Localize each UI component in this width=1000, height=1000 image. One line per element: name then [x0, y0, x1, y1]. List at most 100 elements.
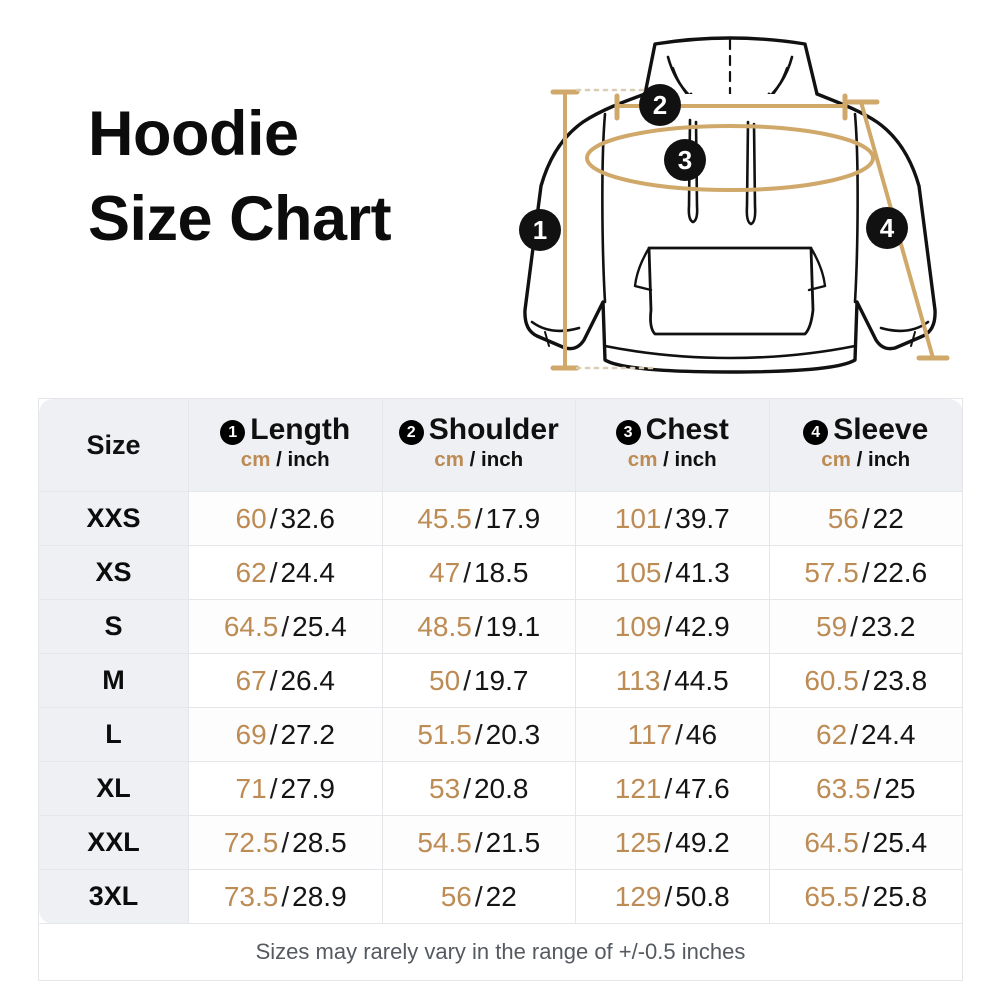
cell-sleeve: 60.5/23.8 — [768, 653, 963, 708]
value-separator: / — [861, 502, 870, 534]
cell-length: 71/27.9 — [188, 761, 383, 816]
value-length-inch: 32.6 — [280, 502, 335, 534]
table-row: M 67/26.4 50/19.7 113/44.5 60.5/23.8 — [38, 653, 963, 708]
unit-cm-label: cm — [627, 448, 658, 472]
svg-text:3: 3 — [678, 145, 692, 175]
column-header-length-title: 1 Length — [189, 414, 382, 446]
value-length-inch: 27.2 — [280, 718, 335, 750]
cell-length: 62/24.4 — [188, 545, 383, 600]
badge-2-icon: 2 — [398, 419, 424, 445]
value-length-cm: 72.5 — [223, 826, 279, 858]
table-row: L 69/27.2 51.5/20.3 117/46 62/24.4 — [38, 707, 963, 762]
table-note-row: Sizes may rarely vary in the range of +/… — [38, 923, 963, 981]
value-chest-inch: 46 — [685, 718, 718, 750]
cell-chest: 113/44.5 — [575, 653, 770, 708]
unit-separator: / — [856, 448, 863, 472]
table-note-text: Sizes may rarely vary in the range of +/… — [255, 939, 746, 964]
unit-inch-label: inch — [674, 448, 717, 472]
value-sleeve-inch: 22.6 — [872, 556, 928, 588]
size-chart-table: Size 1 Length cm / inch 2 Shoulder — [38, 398, 963, 981]
svg-text:4: 4 — [880, 213, 895, 243]
unit-separator: / — [469, 448, 476, 472]
table-row: XL 71/27.9 53/20.8 121/47.6 63.5/25 — [38, 761, 963, 816]
badge-4-icon: 4 — [803, 419, 829, 445]
value-shoulder-inch: 22 — [485, 880, 517, 912]
value-sleeve-cm: 64.5 — [804, 826, 859, 858]
cell-chest: 125/49.2 — [575, 815, 770, 870]
unit-cm-label: cm — [821, 448, 851, 472]
value-chest-inch: 50.8 — [675, 880, 730, 912]
value-separator: / — [463, 556, 471, 588]
value-shoulder-inch: 20.3 — [485, 718, 541, 750]
value-shoulder-cm: 47 — [429, 556, 461, 588]
badge-1-icon: 1 — [220, 419, 246, 445]
value-sleeve-cm: 63.5 — [816, 772, 871, 804]
cell-shoulder: 54.5/21.5 — [381, 815, 576, 870]
column-header-length: 1 Length cm / inch — [188, 398, 383, 492]
value-separator: / — [474, 718, 483, 750]
cell-sleeve: 56/22 — [768, 491, 963, 546]
value-chest-inch: 39.7 — [675, 502, 730, 534]
value-separator: / — [474, 826, 483, 858]
value-separator: / — [281, 610, 290, 642]
value-shoulder-inch: 17.9 — [485, 502, 541, 534]
value-chest-cm: 105 — [614, 556, 662, 588]
value-length-cm: 60 — [235, 502, 267, 534]
value-separator: / — [850, 610, 858, 642]
unit-inch-label: inch — [481, 448, 524, 472]
cell-chest: 117/46 — [575, 707, 770, 762]
hoodie-illustration: 1 2 3 4 — [505, 10, 955, 400]
value-chest-inch: 44.5 — [674, 664, 729, 696]
value-shoulder-cm: 56 — [440, 880, 472, 912]
column-header-shoulder-text: Shoulder — [428, 412, 559, 446]
value-separator: / — [664, 826, 673, 858]
value-separator: / — [664, 556, 673, 588]
value-length-inch: 26.4 — [280, 664, 335, 696]
value-length-cm: 71 — [235, 772, 267, 804]
value-sleeve-inch: 25 — [884, 772, 916, 804]
title-line-1: Hoodie — [88, 99, 299, 169]
value-separator: / — [269, 718, 278, 750]
marker-2: 2 — [639, 84, 681, 126]
column-header-sleeve-units: cm / inch — [770, 445, 963, 476]
value-shoulder-cm: 54.5 — [417, 826, 472, 858]
cell-shoulder: 47/18.5 — [381, 545, 576, 600]
value-sleeve-cm: 56 — [827, 502, 859, 534]
cell-size: 3XL — [38, 869, 189, 924]
value-separator: / — [873, 772, 882, 804]
marker-1: 1 — [519, 209, 561, 251]
column-header-chest-title: 3 Chest — [576, 414, 769, 446]
value-sleeve-cm: 60.5 — [804, 664, 859, 696]
value-shoulder-inch: 18.5 — [473, 556, 529, 588]
value-separator: / — [664, 610, 673, 642]
value-shoulder-cm: 50 — [429, 664, 461, 696]
value-chest-cm: 121 — [614, 772, 662, 804]
table-row: XXS 60/32.6 45.5/17.9 101/39.7 56/22 — [38, 491, 963, 546]
cell-length: 69/27.2 — [188, 707, 383, 762]
svg-text:2: 2 — [653, 90, 667, 120]
cell-chest: 105/41.3 — [575, 545, 770, 600]
value-chest-inch: 49.2 — [675, 826, 730, 858]
value-shoulder-cm: 51.5 — [417, 718, 472, 750]
marker-4: 4 — [866, 207, 908, 249]
value-length-inch: 28.9 — [292, 880, 347, 912]
cell-length: 72.5/28.5 — [188, 815, 383, 870]
column-header-sleeve-title: 4 Sleeve — [770, 414, 963, 446]
svg-text:1: 1 — [533, 215, 547, 245]
value-sleeve-inch: 23.2 — [860, 610, 916, 642]
value-sleeve-cm: 65.5 — [804, 880, 859, 912]
column-header-length-units: cm / inch — [189, 445, 382, 476]
value-chest-cm: 109 — [614, 610, 662, 642]
cell-sleeve: 63.5/25 — [768, 761, 963, 816]
cell-sleeve: 57.5/22.6 — [768, 545, 963, 600]
cell-length: 60/32.6 — [188, 491, 383, 546]
unit-inch-label: inch — [287, 448, 330, 472]
value-length-inch: 24.4 — [280, 556, 335, 588]
cell-shoulder: 45.5/17.9 — [381, 491, 576, 546]
value-chest-inch: 47.6 — [675, 772, 730, 804]
cell-size: L — [38, 707, 189, 762]
column-header-size-label: Size — [86, 429, 141, 460]
table-row: S 64.5/25.4 48.5/19.1 109/42.9 59/23.2 — [38, 599, 963, 654]
value-separator: / — [269, 556, 278, 588]
column-header-length-text: Length — [250, 412, 351, 446]
